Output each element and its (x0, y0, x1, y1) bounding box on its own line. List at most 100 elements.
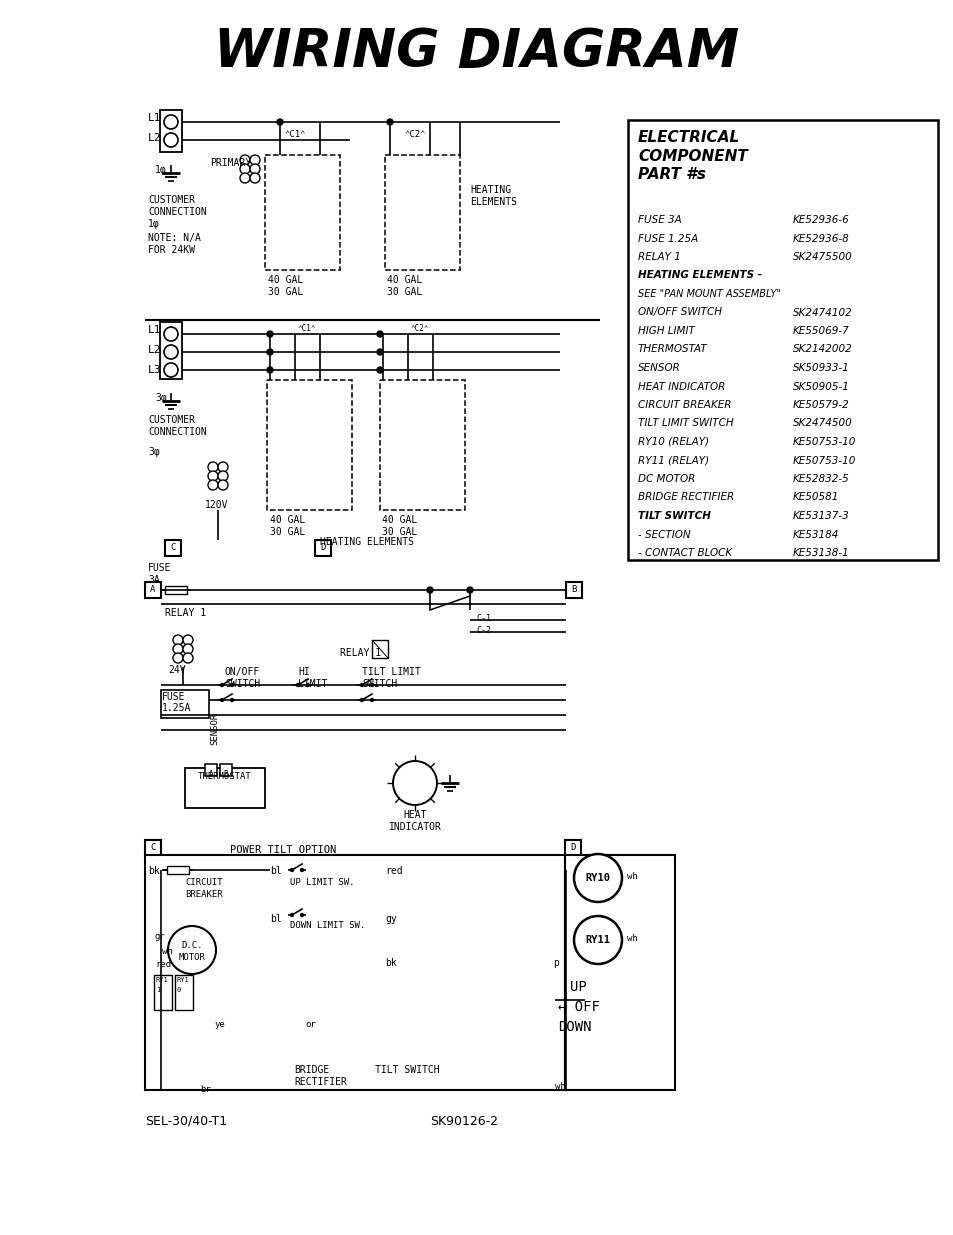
Text: FUSE 3A: FUSE 3A (638, 215, 681, 225)
Text: BREAKER: BREAKER (185, 890, 222, 899)
Text: wh: wh (162, 947, 172, 956)
Text: ⌃C2⌃: ⌃C2⌃ (411, 324, 429, 333)
Circle shape (208, 480, 218, 490)
Text: 30 GAL: 30 GAL (381, 527, 416, 537)
Text: RELAY 1: RELAY 1 (339, 648, 381, 658)
Bar (385, 156, 459, 270)
Text: B: B (571, 585, 576, 594)
Circle shape (240, 156, 250, 165)
Bar (564, 840, 580, 856)
Circle shape (250, 164, 260, 174)
Text: bl: bl (270, 914, 281, 924)
Text: UP LIMIT SW.: UP LIMIT SW. (290, 878, 355, 887)
Text: KE53138-1: KE53138-1 (792, 548, 849, 558)
Text: 120V: 120V (205, 500, 229, 510)
Text: L3: L3 (148, 366, 161, 375)
Text: KE52936-8: KE52936-8 (792, 233, 849, 243)
Text: KE52832-5: KE52832-5 (792, 474, 849, 484)
Circle shape (376, 350, 382, 354)
Text: 1φ: 1φ (154, 165, 167, 175)
Text: SEL-30/40-T1: SEL-30/40-T1 (145, 1115, 227, 1128)
Text: SK2474102: SK2474102 (792, 308, 852, 317)
Circle shape (376, 331, 382, 337)
Text: RY1: RY1 (156, 977, 169, 983)
Circle shape (172, 653, 183, 663)
Text: WIRING DIAGRAM: WIRING DIAGRAM (214, 26, 739, 78)
Circle shape (183, 635, 193, 645)
Text: SWITCH: SWITCH (361, 679, 396, 689)
Text: A: A (151, 585, 155, 594)
Circle shape (240, 173, 250, 183)
Text: 1: 1 (156, 987, 160, 993)
Text: 40 GAL: 40 GAL (387, 275, 422, 285)
Text: RY11: RY11 (585, 935, 610, 945)
Text: 3A: 3A (148, 576, 159, 585)
Text: INDICATOR: INDICATOR (388, 823, 441, 832)
Circle shape (267, 367, 273, 373)
Text: 30 GAL: 30 GAL (270, 527, 305, 537)
Circle shape (306, 683, 309, 687)
Text: MOTOR: MOTOR (178, 952, 205, 962)
Text: TILT LIMIT: TILT LIMIT (361, 667, 420, 677)
Circle shape (220, 683, 223, 687)
Circle shape (360, 683, 363, 687)
Circle shape (267, 331, 273, 337)
Text: B: B (223, 769, 228, 779)
Bar (165, 540, 181, 556)
Text: POWER TILT OPTION: POWER TILT OPTION (230, 845, 335, 855)
Text: HIGH LIMIT: HIGH LIMIT (638, 326, 694, 336)
Text: FUSE: FUSE (148, 563, 172, 573)
Bar (165, 585, 187, 594)
Text: gy: gy (385, 914, 396, 924)
Bar (267, 380, 352, 510)
Text: CUSTOMER: CUSTOMER (148, 195, 194, 205)
Bar (379, 380, 464, 510)
Circle shape (231, 699, 233, 701)
Text: 0: 0 (177, 987, 181, 993)
Bar (220, 764, 232, 776)
Text: SK2474500: SK2474500 (792, 419, 852, 429)
Text: HEAT: HEAT (403, 810, 426, 820)
Circle shape (370, 699, 374, 701)
Bar (205, 764, 216, 776)
Text: SENSOR: SENSOR (638, 363, 680, 373)
Circle shape (183, 653, 193, 663)
Circle shape (467, 587, 473, 593)
Circle shape (231, 683, 233, 687)
Circle shape (376, 367, 382, 373)
Text: BRIDGE RECTIFIER: BRIDGE RECTIFIER (638, 493, 734, 503)
Circle shape (387, 119, 393, 125)
Text: ← OFF: ← OFF (558, 1000, 599, 1014)
Circle shape (370, 683, 374, 687)
Text: HI: HI (297, 667, 310, 677)
Text: TILT SWITCH: TILT SWITCH (375, 1065, 439, 1074)
Circle shape (240, 164, 250, 174)
Circle shape (208, 471, 218, 480)
Bar (174, 974, 193, 1010)
Text: D: D (570, 844, 575, 852)
Text: KE50753-10: KE50753-10 (792, 437, 856, 447)
Text: SK2142002: SK2142002 (792, 345, 852, 354)
Text: HEATING ELEMENTS -: HEATING ELEMENTS - (638, 270, 761, 280)
Text: SK2475500: SK2475500 (792, 252, 852, 262)
Text: p: p (553, 958, 558, 968)
Text: ye: ye (214, 1020, 226, 1029)
Bar (372, 640, 388, 658)
Text: KE53184: KE53184 (792, 530, 839, 540)
Text: RELAY 1: RELAY 1 (165, 608, 206, 618)
Circle shape (250, 156, 260, 165)
Circle shape (218, 462, 228, 472)
Text: 40 GAL: 40 GAL (270, 515, 305, 525)
Text: bl: bl (270, 866, 281, 876)
Circle shape (218, 471, 228, 480)
Text: 30 GAL: 30 GAL (387, 287, 422, 296)
Text: SK50905-1: SK50905-1 (792, 382, 849, 391)
Text: wh: wh (555, 1082, 565, 1091)
Text: SEE "PAN MOUNT ASSEMBLY": SEE "PAN MOUNT ASSEMBLY" (638, 289, 781, 299)
Circle shape (276, 119, 283, 125)
Text: THERMOSTAT: THERMOSTAT (638, 345, 707, 354)
Circle shape (574, 916, 621, 965)
Text: 30 GAL: 30 GAL (268, 287, 303, 296)
Text: 40 GAL: 40 GAL (268, 275, 303, 285)
Text: DC MOTOR: DC MOTOR (638, 474, 695, 484)
